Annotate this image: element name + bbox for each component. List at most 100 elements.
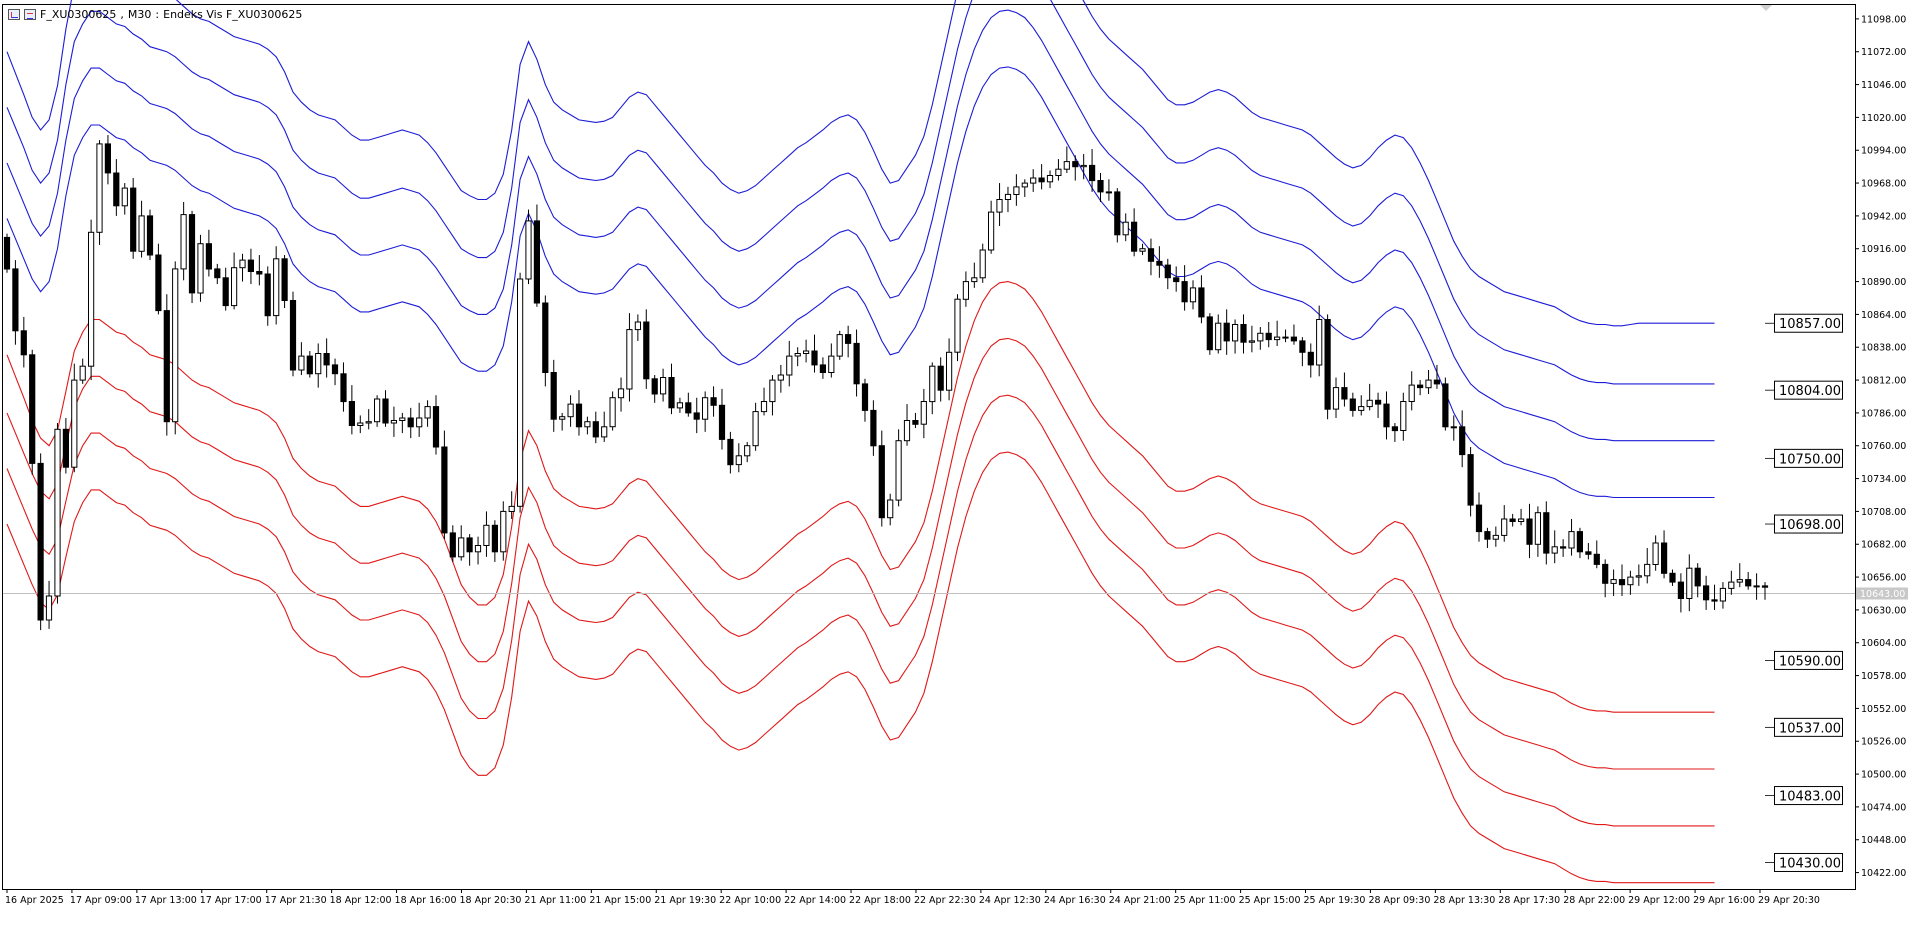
candle	[1021, 179, 1028, 197]
candle-body	[146, 215, 154, 256]
candle	[163, 294, 170, 436]
candle	[760, 387, 768, 416]
candle-body	[517, 278, 524, 507]
lower-band-label-2-box	[1774, 717, 1843, 737]
y-tick-label: 10942.00	[1861, 211, 1906, 222]
candle-body	[1568, 531, 1575, 549]
candle-body	[1265, 332, 1272, 341]
candle-body	[1038, 177, 1045, 183]
candle	[887, 493, 894, 526]
candle-body	[1475, 504, 1483, 533]
candle	[357, 415, 364, 434]
candle-body	[828, 355, 835, 374]
candle-body	[113, 172, 120, 207]
y-tick-label: 10994.00	[1861, 146, 1906, 157]
candle	[12, 260, 19, 345]
candle-body	[340, 373, 347, 403]
candle	[20, 316, 27, 368]
candle-body	[172, 268, 179, 423]
candle	[1761, 582, 1769, 600]
y-tick-label: 10656.00	[1861, 573, 1906, 584]
candle	[794, 347, 801, 367]
candle	[601, 411, 608, 442]
candle	[1206, 313, 1213, 355]
candle-body	[710, 397, 717, 406]
candle-body	[1257, 332, 1264, 342]
candle-body	[1551, 546, 1558, 554]
candle-body	[1652, 542, 1659, 565]
candle	[1332, 377, 1340, 418]
candle	[71, 363, 78, 473]
candle	[1417, 380, 1424, 396]
time-axis[interactable]: 16 Apr 2025 17 Apr 09:00 17 Apr 13:00 17 Ap…	[5, 889, 1820, 906]
candle	[533, 204, 540, 307]
candle-body	[1004, 193, 1012, 200]
candle	[1114, 188, 1121, 243]
candle	[1105, 179, 1113, 201]
candle	[803, 339, 810, 363]
upper-band-line-4	[6, 66, 1715, 499]
candle	[903, 404, 911, 446]
candle	[323, 338, 330, 378]
candle-body	[718, 404, 726, 440]
candle-body	[1467, 454, 1474, 506]
candle-body	[1391, 426, 1399, 432]
candle	[1400, 392, 1407, 441]
candle-body	[1442, 383, 1449, 428]
candle-body	[1593, 553, 1600, 565]
candle-body	[1610, 579, 1617, 584]
chart-window-icon	[8, 9, 20, 20]
candle-body	[323, 353, 330, 366]
x-tick-label: 18 Apr 16:00	[395, 895, 457, 906]
upper-band-label-3-text: 10750.00	[1779, 452, 1841, 467]
x-tick-label: 28 Apr 17:30	[1498, 895, 1560, 906]
candle-body	[887, 499, 894, 519]
chart-shift-marker[interactable]	[1760, 5, 1772, 11]
candle-body	[617, 388, 625, 399]
y-tick-label: 10890.00	[1861, 277, 1906, 288]
candle-body	[1240, 324, 1247, 343]
candle	[1644, 548, 1651, 584]
candle-body	[382, 398, 389, 424]
candle-body	[466, 537, 473, 553]
candle-body	[1173, 277, 1180, 283]
candle-body	[1576, 531, 1584, 553]
candle-body	[937, 365, 944, 391]
candle-body	[1677, 581, 1685, 599]
candle	[466, 534, 473, 566]
y-tick-label: 11020.00	[1861, 113, 1906, 124]
candle	[1602, 559, 1609, 598]
y-tick-label: 11072.00	[1861, 47, 1906, 58]
candle-body	[416, 417, 423, 428]
candle-body	[559, 416, 566, 420]
candle-body	[752, 411, 759, 447]
candle-body	[1703, 585, 1710, 601]
x-tick-label: 28 Apr 22:00	[1563, 895, 1625, 906]
candle	[744, 441, 751, 463]
candle-body	[567, 403, 574, 418]
candle	[306, 351, 313, 378]
candle	[231, 252, 238, 310]
candle	[626, 313, 633, 402]
candle	[1299, 337, 1306, 367]
price-axis[interactable]: 10422.00 10448.00 10474.00 10500.00 10526.00…	[1855, 14, 1908, 879]
candle	[205, 229, 213, 277]
candle-body	[1156, 260, 1163, 266]
candle-body	[289, 300, 297, 371]
candle-body	[348, 401, 355, 426]
candle	[1694, 563, 1701, 598]
candle-body	[1232, 324, 1239, 342]
candle	[1433, 364, 1441, 389]
candle-body	[1686, 567, 1693, 600]
candle	[1324, 314, 1331, 420]
candle	[138, 200, 145, 258]
candle	[954, 294, 961, 362]
candle	[1004, 186, 1012, 213]
upper-band-label-4-text: 10698.00	[1779, 518, 1841, 533]
candle	[289, 291, 297, 377]
candle	[273, 246, 280, 325]
x-tick-label: 24 Apr 16:30	[1044, 895, 1106, 906]
candle-body	[1316, 319, 1323, 366]
